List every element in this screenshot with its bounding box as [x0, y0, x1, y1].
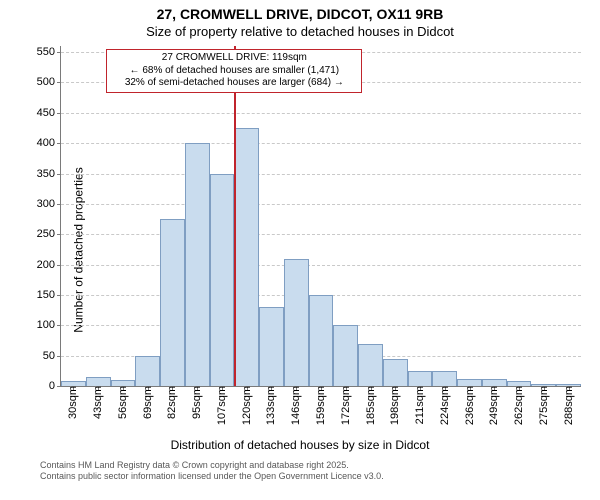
y-tick-label: 450 [37, 107, 61, 119]
x-tick-label: 172sqm [340, 386, 352, 425]
reference-line [234, 46, 236, 386]
histogram-bars [61, 46, 581, 386]
annotation-box: 27 CROMWELL DRIVE: 119sqm ← 68% of detac… [106, 49, 362, 93]
y-tick-label: 400 [37, 137, 61, 149]
y-tick-label: 100 [37, 319, 61, 331]
histogram-bar [383, 359, 408, 386]
histogram-bar [482, 379, 507, 386]
y-tick-label: 550 [37, 46, 61, 58]
histogram-bar [358, 344, 383, 387]
x-tick-label: 30sqm [67, 386, 79, 419]
annotation-line-2: ← 68% of detached houses are smaller (1,… [111, 65, 357, 78]
x-tick-label: 95sqm [191, 386, 203, 419]
footer-line-1: Contains HM Land Registry data © Crown c… [40, 460, 384, 471]
histogram-bar [432, 371, 457, 386]
x-tick-label: 288sqm [563, 386, 575, 425]
y-tick-label: 350 [37, 168, 61, 180]
histogram-bar [86, 377, 111, 386]
x-tick-label: 224sqm [439, 386, 451, 425]
y-tick-label: 150 [37, 289, 61, 301]
histogram-bar [185, 143, 210, 386]
x-tick-label: 262sqm [513, 386, 525, 425]
x-axis-label: Distribution of detached houses by size … [0, 438, 600, 452]
annotation-line-1: 27 CROMWELL DRIVE: 119sqm [111, 52, 357, 65]
histogram-bar [408, 371, 433, 386]
y-tick-label: 50 [43, 350, 61, 362]
histogram-bar [333, 325, 358, 386]
x-tick-label: 133sqm [265, 386, 277, 425]
x-tick-label: 275sqm [538, 386, 550, 425]
y-tick-label: 300 [37, 198, 61, 210]
chart-title: 27, CROMWELL DRIVE, DIDCOT, OX11 9RB [0, 6, 600, 22]
x-tick-label: 82sqm [166, 386, 178, 419]
histogram-bar [309, 295, 334, 386]
x-tick-label: 146sqm [290, 386, 302, 425]
histogram-bar [259, 307, 284, 386]
x-tick-label: 211sqm [414, 386, 426, 424]
annotation-line-3: 32% of semi-detached houses are larger (… [111, 77, 357, 90]
x-tick-label: 185sqm [365, 386, 377, 425]
y-tick-label: 200 [37, 259, 61, 271]
x-tick-label: 236sqm [464, 386, 476, 425]
histogram-bar [135, 356, 160, 386]
histogram-bar [210, 174, 235, 387]
histogram-bar [160, 219, 185, 386]
chart-subtitle: Size of property relative to detached ho… [0, 24, 600, 39]
plot-area: 27 CROMWELL DRIVE: 119sqm ← 68% of detac… [60, 46, 581, 387]
attribution-footer: Contains HM Land Registry data © Crown c… [40, 460, 384, 482]
histogram-bar [234, 128, 259, 386]
x-tick-label: 159sqm [315, 386, 327, 425]
x-tick-label: 107sqm [216, 386, 228, 425]
x-tick-label: 56sqm [117, 386, 129, 419]
histogram-bar [457, 379, 482, 386]
property-size-histogram: 27, CROMWELL DRIVE, DIDCOT, OX11 9RB Siz… [0, 0, 600, 500]
histogram-bar [284, 259, 309, 387]
x-tick-label: 69sqm [142, 386, 154, 419]
x-tick-label: 43sqm [92, 386, 104, 419]
footer-line-2: Contains public sector information licen… [40, 471, 384, 482]
y-tick-label: 250 [37, 228, 61, 240]
y-tick-label: 500 [37, 76, 61, 88]
y-tick-label: 0 [49, 380, 61, 392]
x-tick-label: 120sqm [241, 386, 253, 425]
x-tick-label: 198sqm [389, 386, 401, 425]
x-tick-label: 249sqm [488, 386, 500, 425]
